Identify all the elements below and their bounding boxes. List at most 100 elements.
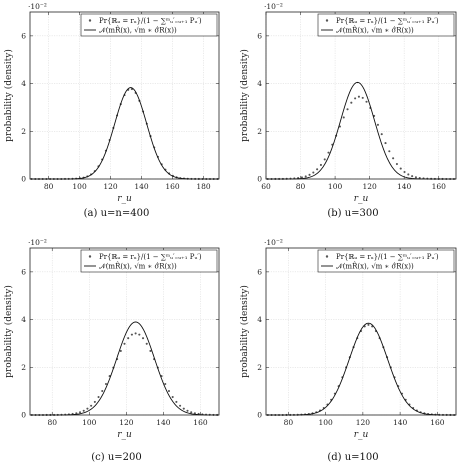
- y-exponent-label: ·10⁻²: [28, 2, 47, 11]
- y-tick-label: 4: [257, 315, 262, 324]
- legend-marker-swatch: [88, 255, 92, 258]
- x-axis-label: r_u: [117, 194, 132, 204]
- x-tick-label: 80: [44, 182, 54, 191]
- probability-marker: [357, 95, 360, 98]
- legend-entry-normal: 𝒩(mR̂(x), √m ∗ σ̂R(x)): [336, 26, 414, 35]
- probability-marker: [175, 400, 178, 403]
- probability-marker: [319, 163, 322, 167]
- probability-marker: [86, 407, 89, 410]
- probability-marker: [354, 97, 357, 100]
- probability-marker: [323, 158, 326, 161]
- x-tick-label: 160: [432, 182, 447, 191]
- chart-panel-2: 60 80 100 120 140 160 0 2 4 6 ·10⁻² r_u probability …: [239, 2, 457, 219]
- y-axis-label: probability (density): [239, 49, 250, 142]
- panel-caption: (b) u=300: [327, 208, 378, 219]
- probability-marker: [327, 151, 330, 154]
- probability-marker: [388, 150, 391, 153]
- panel-caption: (d) u=100: [327, 452, 378, 463]
- probability-marker: [179, 404, 182, 407]
- y-exponent-label: ·10⁻²: [264, 2, 283, 11]
- legend: Pr{ℝᵤ = rᵤ}/(1 − ∑ᵐᵤ′₌ᵤ₊₁ Pᵤ′)𝒩(mR̂(x), …: [317, 249, 455, 273]
- probability-marker: [403, 170, 406, 174]
- legend-entry-probability: Pr{ℝᵤ = rᵤ}/(1 − ∑ᵐᵤ′₌ᵤ₊₁ Pᵤ′): [336, 253, 439, 261]
- y-tick-label: 4: [21, 315, 26, 324]
- probability-marker: [342, 116, 345, 119]
- y-tick-label: 0: [257, 411, 262, 420]
- y-tick-label: 4: [257, 79, 262, 88]
- legend-entry-normal: 𝒩(mR̂(x), √m ∗ σ̂R(x)): [99, 26, 177, 35]
- probability-marker: [190, 411, 193, 414]
- x-axis-label: r_u: [354, 430, 369, 440]
- x-tick-label: 160: [193, 418, 208, 427]
- y-tick-label: 4: [21, 79, 26, 88]
- probability-marker: [123, 342, 126, 345]
- panel-caption: (a) u=n=400: [84, 208, 150, 219]
- x-tick-label: 120: [356, 418, 371, 427]
- probability-marker: [104, 382, 108, 386]
- x-tick-label: 120: [119, 418, 134, 427]
- x-tick-label: 120: [103, 182, 118, 191]
- probability-marker: [145, 342, 148, 345]
- legend: Pr{ℝᵤ = rᵤ}/(1 − ∑ᵐᵤ′₌ᵤ₊₁ Pᵤ′)𝒩(mR̂(x), …: [80, 249, 218, 273]
- y-tick-label: 2: [257, 127, 262, 136]
- probability-marker: [97, 395, 100, 399]
- x-tick-label: 60: [261, 182, 271, 191]
- x-tick-label: 140: [393, 418, 408, 427]
- x-tick-label: 100: [82, 418, 97, 427]
- probability-marker: [407, 173, 410, 176]
- probability-marker: [82, 409, 85, 412]
- probability-marker: [300, 176, 303, 179]
- probability-marker: [380, 133, 383, 136]
- plot-frame: [29, 247, 220, 416]
- probability-marker: [308, 173, 311, 176]
- probability-marker: [101, 389, 104, 393]
- probability-marker: [130, 333, 133, 336]
- probability-marker: [376, 123, 379, 126]
- probability-marker: [127, 337, 130, 340]
- y-axis-label: probability (density): [3, 285, 14, 378]
- chart-panel-3: 80 100 120 140 160 0 2 4 6 ·10⁻² r_u probability (d…: [3, 238, 220, 463]
- y-tick-label: 2: [21, 127, 26, 136]
- y-exponent-label: ·10⁻²: [28, 238, 47, 247]
- legend: Pr{ℝᵤ = rᵤ}/(1 − ∑ᵐᵤ′₌ᵤ₊₁ Pᵤ′)𝒩(mR̂(x), …: [317, 13, 455, 37]
- legend-box: [317, 13, 455, 37]
- x-tick-label: 80: [47, 418, 57, 427]
- y-tick-label: 0: [21, 411, 26, 420]
- probability-marker: [171, 395, 174, 399]
- probability-marker: [399, 167, 402, 170]
- x-axis-label: r_u: [117, 430, 132, 440]
- x-axis-label: r_u: [354, 194, 369, 204]
- x-tick-label: 100: [318, 418, 333, 427]
- probability-marker: [312, 171, 315, 174]
- probability-marker: [367, 323, 370, 326]
- legend-entry-probability: Pr{ℝᵤ = rᵤ}/(1 − ∑ᵐᵤ′₌ᵤ₊₁ Pᵤ′): [99, 17, 202, 25]
- plot-frame: [265, 247, 457, 416]
- probability-marker: [134, 332, 137, 335]
- normal-curve-line: [266, 81, 456, 180]
- x-tick-label: 160: [165, 182, 180, 191]
- probability-marker: [411, 175, 414, 178]
- x-tick-label: 80: [296, 182, 306, 191]
- probability-marker: [78, 411, 82, 414]
- probability-marker: [164, 382, 167, 386]
- x-tick-label: 80: [284, 418, 294, 427]
- x-tick-label: 140: [134, 182, 149, 191]
- y-tick-label: 2: [21, 363, 26, 372]
- panel-caption: (c) u=200: [91, 452, 142, 463]
- x-tick-label: 100: [72, 182, 87, 191]
- probability-marker: [384, 142, 387, 145]
- y-exponent-label: ·10⁻²: [264, 238, 283, 247]
- x-tick-label: 100: [328, 182, 343, 191]
- probability-marker: [186, 409, 189, 412]
- legend-box: [80, 13, 218, 37]
- x-tick-label: 180: [196, 182, 211, 191]
- probability-marker: [414, 176, 417, 179]
- legend-entry-probability: Pr{ℝᵤ = rᵤ}/(1 − ∑ᵐᵤ′₌ᵤ₊₁ Pᵤ′): [99, 253, 202, 261]
- probability-marker: [316, 168, 319, 171]
- normal-curve-line: [30, 321, 219, 416]
- probability-marker: [346, 108, 349, 111]
- legend-marker-swatch: [325, 255, 329, 258]
- plot-frame: [265, 11, 457, 180]
- legend-box: [80, 249, 218, 273]
